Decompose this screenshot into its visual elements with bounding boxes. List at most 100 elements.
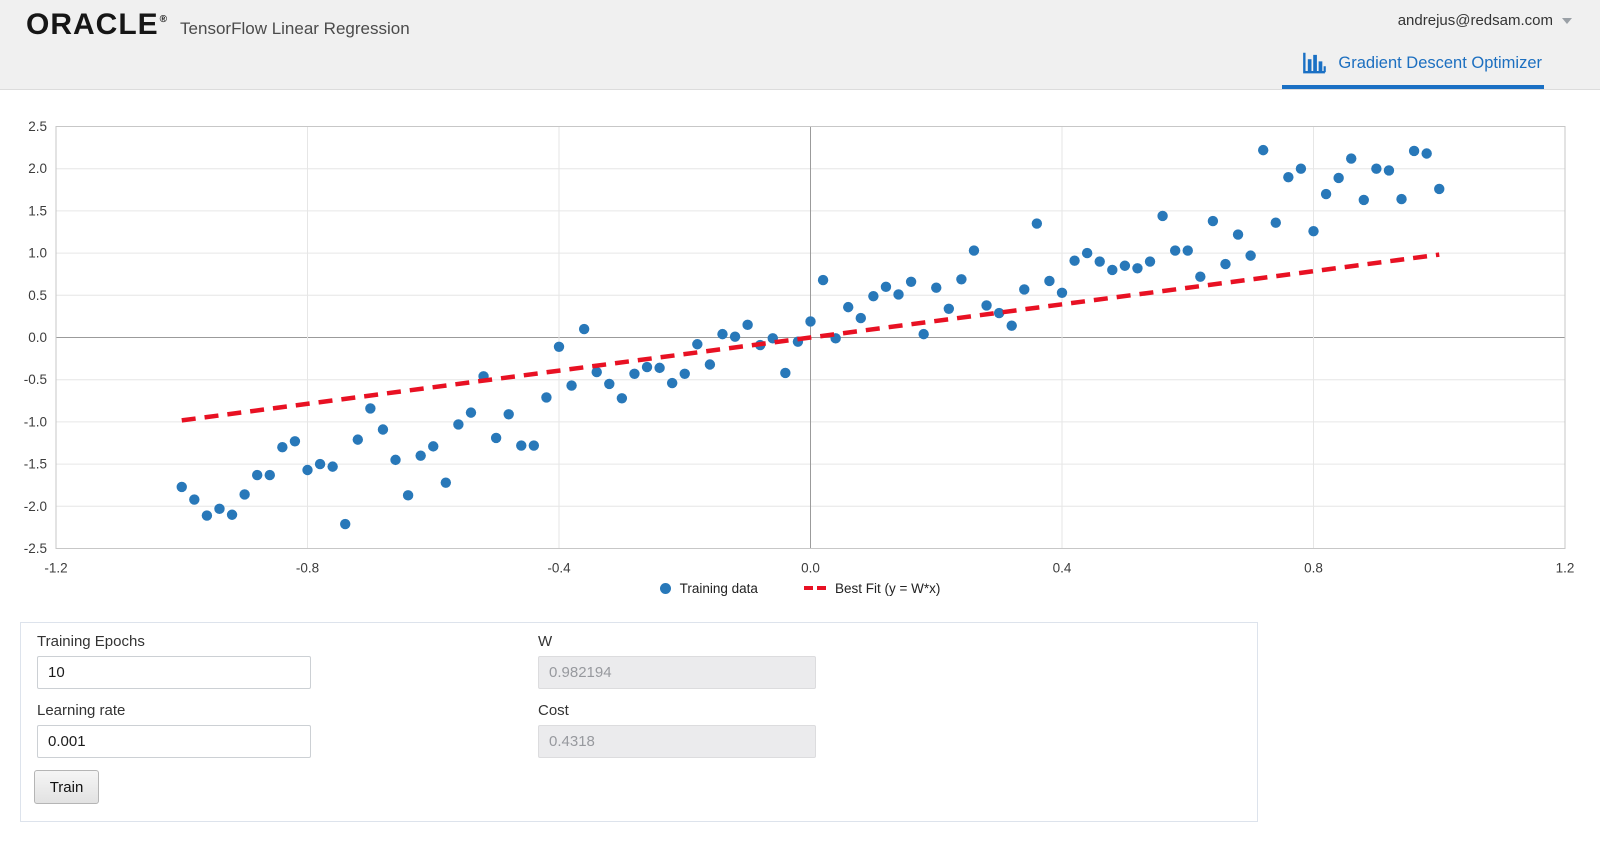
learning-rate-label: Learning rate bbox=[37, 702, 126, 719]
data-point bbox=[302, 464, 313, 476]
data-point bbox=[1006, 320, 1017, 331]
data-point bbox=[440, 477, 452, 488]
data-point bbox=[176, 481, 187, 493]
learning-rate-input[interactable] bbox=[37, 725, 311, 758]
data-point bbox=[1169, 245, 1181, 256]
app-header: ORACLE ® TensorFlow Linear Regression an… bbox=[0, 0, 1600, 90]
data-point bbox=[893, 289, 904, 300]
cost-value-input bbox=[538, 725, 816, 758]
data-point bbox=[541, 392, 552, 403]
chart-legend: Training data Best Fit (y = W*x) bbox=[0, 576, 1600, 600]
data-point bbox=[1107, 264, 1118, 276]
data-point bbox=[1119, 260, 1131, 271]
data-point bbox=[1333, 172, 1344, 184]
data-point bbox=[1396, 193, 1407, 205]
data-point bbox=[402, 490, 414, 501]
y-tick-label: -0.5 bbox=[24, 372, 47, 387]
data-point bbox=[566, 380, 577, 391]
y-tick-label: -2.0 bbox=[24, 499, 47, 514]
data-point bbox=[905, 276, 917, 287]
data-point bbox=[868, 290, 879, 302]
data-point bbox=[327, 461, 338, 472]
data-point bbox=[981, 300, 992, 311]
data-point bbox=[956, 274, 967, 285]
training-form-panel: Training Epochs Learning rate W Cost Tra… bbox=[20, 622, 1258, 822]
data-point bbox=[214, 503, 225, 515]
x-tick-label: 0.8 bbox=[1304, 561, 1323, 576]
training-epochs-label: Training Epochs bbox=[37, 633, 145, 650]
x-tick-label: 1.2 bbox=[1556, 561, 1575, 576]
data-point bbox=[1019, 284, 1030, 295]
data-point bbox=[465, 407, 477, 418]
data-point bbox=[453, 419, 464, 430]
data-point bbox=[1308, 225, 1319, 237]
data-point bbox=[1056, 287, 1068, 298]
scatter-marker-icon bbox=[659, 582, 671, 594]
data-point bbox=[314, 458, 326, 470]
data-point bbox=[1132, 263, 1143, 274]
data-point bbox=[742, 319, 753, 331]
data-point bbox=[604, 378, 615, 390]
data-point bbox=[1383, 165, 1395, 176]
x-tick-label: -1.2 bbox=[44, 561, 67, 576]
data-point bbox=[289, 436, 301, 447]
data-point bbox=[692, 339, 703, 350]
data-point bbox=[1421, 148, 1432, 159]
data-point bbox=[578, 323, 590, 335]
y-tick-label: 1.5 bbox=[28, 203, 47, 218]
legend-label: Best Fit (y = W*x) bbox=[834, 580, 941, 596]
data-point bbox=[704, 359, 716, 370]
data-point bbox=[1232, 229, 1244, 240]
data-point bbox=[616, 393, 628, 404]
data-point bbox=[780, 367, 791, 379]
registered-trademark: ® bbox=[159, 14, 168, 25]
regression-chart: 2.5 2.0 1.5 1.0 0.5 0.0 -0.5 -1.0 -1.5 -2.0 -2.5 -1… bbox=[0, 90, 1600, 602]
tab-gradient-descent-optimizer[interactable]: Gradient Descent Optimizer bbox=[1300, 50, 1542, 76]
user-menu[interactable]: andrejus@redsam.com bbox=[1398, 12, 1572, 29]
data-point bbox=[817, 274, 829, 286]
data-point bbox=[1358, 194, 1370, 206]
data-point bbox=[1094, 256, 1105, 267]
scatter-plot: 2.5 2.0 1.5 1.0 0.5 0.0 -0.5 -1.0 -1.5 -2.0 -2.5 -1… bbox=[24, 119, 1575, 576]
data-point bbox=[415, 450, 426, 461]
data-point bbox=[189, 494, 200, 505]
data-point bbox=[1207, 215, 1219, 227]
train-button[interactable]: Train bbox=[34, 770, 99, 804]
data-point bbox=[805, 316, 816, 327]
data-point bbox=[252, 469, 263, 481]
data-point bbox=[390, 454, 401, 466]
data-point bbox=[641, 361, 653, 373]
x-tick-label: -0.4 bbox=[547, 561, 571, 576]
data-point bbox=[1220, 258, 1231, 270]
data-point bbox=[717, 328, 728, 340]
data-point bbox=[1283, 171, 1294, 183]
w-label: W bbox=[538, 633, 553, 650]
data-point bbox=[226, 509, 238, 520]
data-point bbox=[503, 409, 514, 420]
data-point bbox=[1245, 250, 1256, 261]
data-point bbox=[1295, 163, 1307, 174]
data-point bbox=[352, 434, 363, 445]
y-tick-label: -1.5 bbox=[24, 457, 47, 472]
data-point bbox=[1258, 144, 1269, 156]
legend-label: Training data bbox=[679, 580, 758, 596]
data-point bbox=[1408, 145, 1420, 157]
data-point bbox=[880, 281, 892, 293]
data-point bbox=[1320, 188, 1332, 200]
x-tick-label: 0.4 bbox=[1053, 561, 1072, 576]
data-point bbox=[1182, 245, 1193, 256]
training-epochs-input[interactable] bbox=[37, 656, 311, 689]
data-point bbox=[918, 328, 929, 340]
data-point bbox=[1195, 271, 1206, 282]
data-point bbox=[1144, 256, 1156, 267]
user-email: andrejus@redsam.com bbox=[1397, 12, 1553, 29]
y-tick-label: 0.5 bbox=[28, 288, 47, 303]
data-point bbox=[1157, 210, 1168, 222]
legend-item-best-fit: Best Fit (y = W*x) bbox=[803, 580, 941, 596]
data-point bbox=[1434, 183, 1445, 195]
cost-label: Cost bbox=[538, 702, 569, 719]
y-tick-label: 2.5 bbox=[28, 119, 47, 134]
data-point bbox=[855, 312, 866, 324]
legend-item-training-data: Training data bbox=[659, 580, 758, 596]
active-tab-indicator bbox=[1282, 85, 1544, 89]
